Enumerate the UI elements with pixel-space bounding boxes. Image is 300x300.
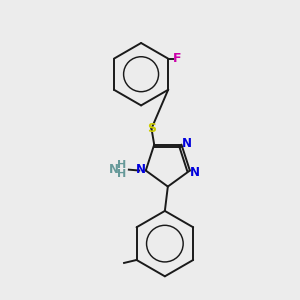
Text: N: N xyxy=(190,166,200,178)
Text: N: N xyxy=(182,136,192,150)
Text: N: N xyxy=(136,164,146,176)
Text: H: H xyxy=(117,169,127,179)
Text: F: F xyxy=(173,52,182,65)
Text: H: H xyxy=(117,160,127,170)
Text: N: N xyxy=(109,163,119,176)
Text: S: S xyxy=(147,122,156,135)
